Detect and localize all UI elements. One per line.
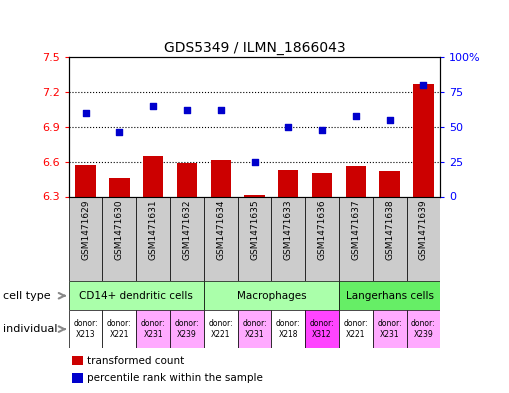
Bar: [339, 281, 440, 310]
Text: donor:
X221: donor: X221: [107, 320, 132, 339]
Text: donor:
X221: donor: X221: [208, 320, 233, 339]
Text: GSM1471637: GSM1471637: [351, 199, 360, 260]
Point: [352, 112, 360, 119]
Bar: [373, 310, 407, 348]
Text: donor:
X239: donor: X239: [175, 320, 199, 339]
Text: donor:
X221: donor: X221: [344, 320, 368, 339]
Text: donor:
X312: donor: X312: [310, 320, 334, 339]
Bar: [136, 196, 170, 281]
Bar: [407, 310, 440, 348]
Bar: [238, 310, 271, 348]
Text: GSM1471639: GSM1471639: [419, 199, 428, 260]
Title: GDS5349 / ILMN_1866043: GDS5349 / ILMN_1866043: [164, 40, 345, 55]
Point: [116, 129, 124, 136]
Point: [183, 107, 191, 113]
Bar: [109, 178, 129, 196]
Bar: [407, 196, 440, 281]
Text: GSM1471638: GSM1471638: [385, 199, 394, 260]
Point: [385, 117, 393, 123]
Text: Langerhans cells: Langerhans cells: [346, 291, 434, 301]
Text: Macrophages: Macrophages: [237, 291, 306, 301]
Text: donor:
X218: donor: X218: [276, 320, 301, 339]
Text: donor:
X231: donor: X231: [141, 320, 165, 339]
Text: GSM1471630: GSM1471630: [115, 199, 124, 260]
Text: individual: individual: [3, 324, 57, 334]
Text: GSM1471636: GSM1471636: [318, 199, 327, 260]
Bar: [305, 196, 339, 281]
Text: donor:
X231: donor: X231: [242, 320, 267, 339]
Point: [81, 110, 90, 116]
Text: CD14+ dendritic cells: CD14+ dendritic cells: [79, 291, 193, 301]
Bar: [170, 196, 204, 281]
Bar: [238, 196, 271, 281]
Bar: [373, 196, 407, 281]
Bar: [177, 163, 197, 196]
Point: [250, 158, 259, 165]
Bar: [211, 160, 231, 196]
Text: GSM1471632: GSM1471632: [182, 199, 191, 259]
Text: cell type: cell type: [3, 291, 50, 301]
Text: GSM1471634: GSM1471634: [216, 199, 225, 259]
Bar: [143, 156, 163, 196]
Text: donor:
X231: donor: X231: [377, 320, 402, 339]
Text: percentile rank within the sample: percentile rank within the sample: [88, 373, 263, 383]
Bar: [69, 281, 204, 310]
Bar: [69, 310, 102, 348]
Bar: [72, 373, 83, 383]
Bar: [339, 196, 373, 281]
Bar: [312, 173, 332, 196]
Bar: [380, 171, 400, 196]
Bar: [170, 310, 204, 348]
Bar: [72, 356, 83, 365]
Bar: [244, 195, 265, 196]
Bar: [339, 310, 373, 348]
Point: [318, 127, 326, 133]
Point: [217, 107, 225, 113]
Text: GSM1471633: GSM1471633: [284, 199, 293, 260]
Bar: [271, 310, 305, 348]
Bar: [69, 196, 102, 281]
Bar: [204, 196, 238, 281]
Bar: [278, 170, 298, 196]
Bar: [346, 166, 366, 196]
Bar: [102, 310, 136, 348]
Text: GSM1471629: GSM1471629: [81, 199, 90, 259]
Point: [284, 123, 292, 130]
Text: transformed count: transformed count: [88, 356, 185, 366]
Bar: [305, 310, 339, 348]
Bar: [75, 165, 96, 196]
Point: [149, 103, 157, 109]
Text: GSM1471631: GSM1471631: [149, 199, 158, 260]
Point: [419, 82, 428, 88]
Text: donor:
X213: donor: X213: [73, 320, 98, 339]
Bar: [102, 196, 136, 281]
Bar: [413, 84, 434, 196]
Bar: [271, 196, 305, 281]
Bar: [204, 281, 339, 310]
Bar: [204, 310, 238, 348]
Text: donor:
X239: donor: X239: [411, 320, 436, 339]
Bar: [136, 310, 170, 348]
Text: GSM1471635: GSM1471635: [250, 199, 259, 260]
